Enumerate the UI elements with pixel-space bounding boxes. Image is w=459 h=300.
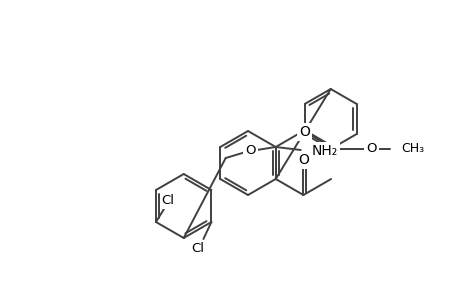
Text: NH₂: NH₂ bbox=[311, 144, 337, 158]
Text: O: O bbox=[366, 142, 376, 155]
Text: Cl: Cl bbox=[161, 194, 174, 208]
Text: O: O bbox=[297, 153, 308, 167]
Text: O: O bbox=[298, 125, 309, 139]
Text: Cl: Cl bbox=[190, 242, 203, 256]
Text: O: O bbox=[245, 145, 255, 158]
Text: CH₃: CH₃ bbox=[401, 142, 424, 155]
